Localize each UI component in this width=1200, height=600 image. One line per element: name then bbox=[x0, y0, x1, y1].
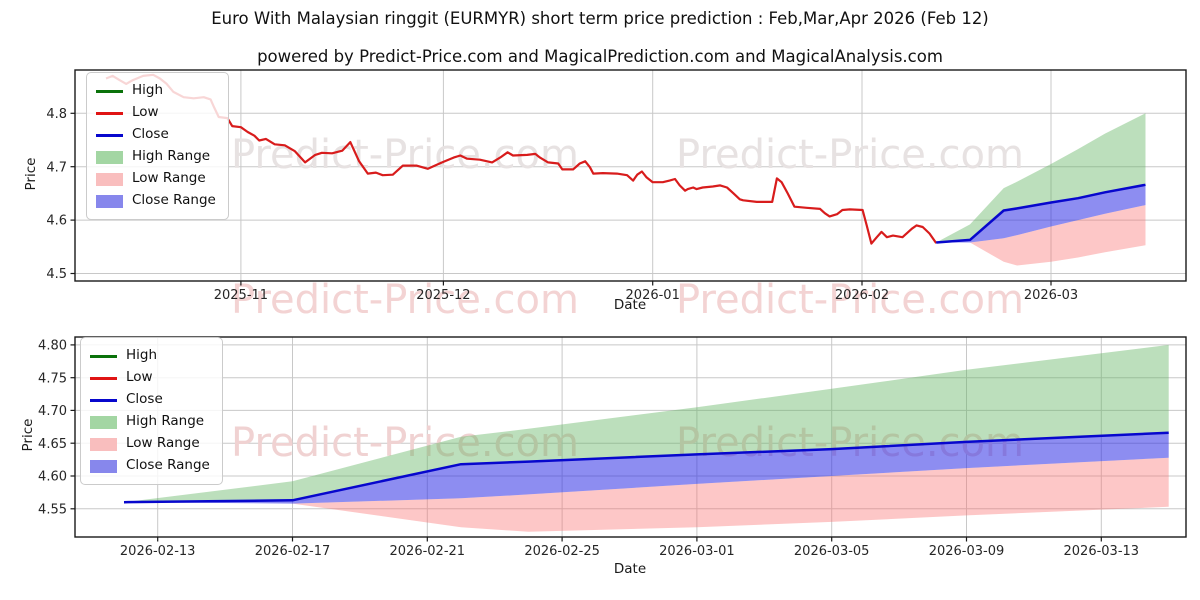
y-tick-label: 4.80 bbox=[38, 338, 67, 353]
y-tick-label: 4.55 bbox=[38, 502, 67, 517]
legend-item: High Range bbox=[96, 146, 216, 168]
x-tick-label: 2026-03-09 bbox=[929, 544, 1005, 559]
low-range-area bbox=[124, 457, 1169, 532]
close-range-area bbox=[936, 184, 1146, 243]
legend-item: Close bbox=[96, 124, 216, 146]
watermark-text: Predict-Price.com bbox=[676, 277, 1024, 323]
legend-item: Close Range bbox=[90, 455, 210, 477]
legend-item: Close Range bbox=[96, 190, 216, 212]
x-tick-label: 2026-02-13 bbox=[120, 544, 196, 559]
x-tick-label: 2026-03-01 bbox=[659, 544, 735, 559]
legend-item: Low Range bbox=[90, 433, 210, 455]
y-tick-label: 4.5 bbox=[46, 267, 67, 282]
high-range-area bbox=[124, 344, 1169, 503]
legend-swatch-low-range bbox=[96, 172, 123, 186]
legend-swatch-high-range bbox=[96, 150, 123, 164]
legend-item: Close bbox=[90, 389, 210, 411]
page-subtitle: powered by Predict-Price.com and Magical… bbox=[257, 47, 943, 66]
x-tick-label: 2026-03 bbox=[1024, 288, 1078, 303]
legend-swatch-low bbox=[90, 376, 117, 380]
watermark-text: Predict-Price.com bbox=[231, 277, 579, 323]
x-tick-label: 2026-03-05 bbox=[794, 544, 870, 559]
legend-label: High Range bbox=[126, 413, 205, 430]
x-tick-label: 2025-11 bbox=[214, 288, 268, 303]
bottom-chart-ylabel: Price bbox=[20, 418, 36, 452]
legend-label: Close Range bbox=[126, 457, 210, 474]
plot-border bbox=[74, 69, 1187, 282]
close-prediction-line bbox=[936, 183, 1146, 244]
legend-swatch-low-range bbox=[90, 437, 117, 451]
legend-label: Close bbox=[126, 391, 163, 408]
legend-swatch-close bbox=[96, 133, 123, 137]
y-tick-label: 4.65 bbox=[38, 437, 67, 452]
bottom-chart-xlabel: Date bbox=[613, 561, 647, 577]
legend-label: High Range bbox=[132, 148, 211, 165]
legend-swatch-high bbox=[96, 89, 123, 93]
x-tick-label: 2026-02-21 bbox=[390, 544, 466, 559]
watermark-text: Predict-Price.com bbox=[676, 132, 1024, 178]
legend-swatch-close-range bbox=[96, 194, 123, 208]
x-tick-label: 2026-02 bbox=[835, 288, 889, 303]
top-chart-legend: High Low Close High Range Low Range Close Ran… bbox=[86, 72, 229, 220]
y-tick-label: 4.75 bbox=[38, 371, 67, 386]
legend-label: Low Range bbox=[132, 170, 206, 187]
top-chart-ylabel: Price bbox=[23, 157, 39, 191]
legend-item: High Range bbox=[90, 411, 210, 433]
close-range-area bbox=[124, 432, 1169, 504]
legend-label: Close Range bbox=[132, 192, 216, 209]
legend-label: High bbox=[126, 347, 158, 364]
legend-swatch-high-range bbox=[90, 415, 117, 429]
low-history-line bbox=[105, 73, 938, 245]
legend-label: Close bbox=[132, 126, 169, 143]
legend-label: Low bbox=[126, 369, 153, 386]
close-prediction-line bbox=[123, 431, 1169, 504]
legend-item: High bbox=[96, 80, 216, 102]
legend-item: High bbox=[90, 345, 210, 367]
y-tick-label: 4.60 bbox=[38, 470, 67, 485]
page-title: Euro With Malaysian ringgit (EURMYR) sho… bbox=[211, 9, 989, 28]
top-chart-xlabel: Date bbox=[613, 297, 647, 313]
legend-swatch-close-range bbox=[90, 459, 117, 473]
legend-swatch-high bbox=[90, 354, 117, 358]
y-tick-label: 4.6 bbox=[46, 214, 67, 229]
x-tick-label: 2026-02-17 bbox=[255, 544, 331, 559]
x-tick-label: 2026-03-13 bbox=[1064, 544, 1140, 559]
y-tick-label: 4.8 bbox=[46, 107, 67, 122]
y-tick-label: 4.70 bbox=[38, 404, 67, 419]
legend-swatch-close bbox=[90, 398, 117, 402]
legend-item: Low bbox=[96, 102, 216, 124]
high-range-area bbox=[936, 113, 1146, 243]
legend-label: Low Range bbox=[126, 435, 200, 452]
x-tick-label: 2026-02-25 bbox=[524, 544, 600, 559]
legend-item: Low Range bbox=[96, 168, 216, 190]
legend-swatch-low bbox=[96, 111, 123, 115]
legend-label: High bbox=[132, 82, 164, 99]
watermark-text: Predict-Price.com bbox=[231, 420, 579, 466]
bottom-chart-legend: High Low Close High Range Low Range Close Ran… bbox=[80, 337, 223, 485]
legend-item: Low bbox=[90, 367, 210, 389]
x-tick-label: 2025-12 bbox=[416, 288, 470, 303]
low-range-area bbox=[936, 205, 1146, 266]
y-tick-label: 4.7 bbox=[46, 160, 67, 175]
plot-border bbox=[74, 336, 1187, 538]
x-tick-label: 2026-01 bbox=[626, 288, 680, 303]
legend-label: Low bbox=[132, 104, 159, 121]
